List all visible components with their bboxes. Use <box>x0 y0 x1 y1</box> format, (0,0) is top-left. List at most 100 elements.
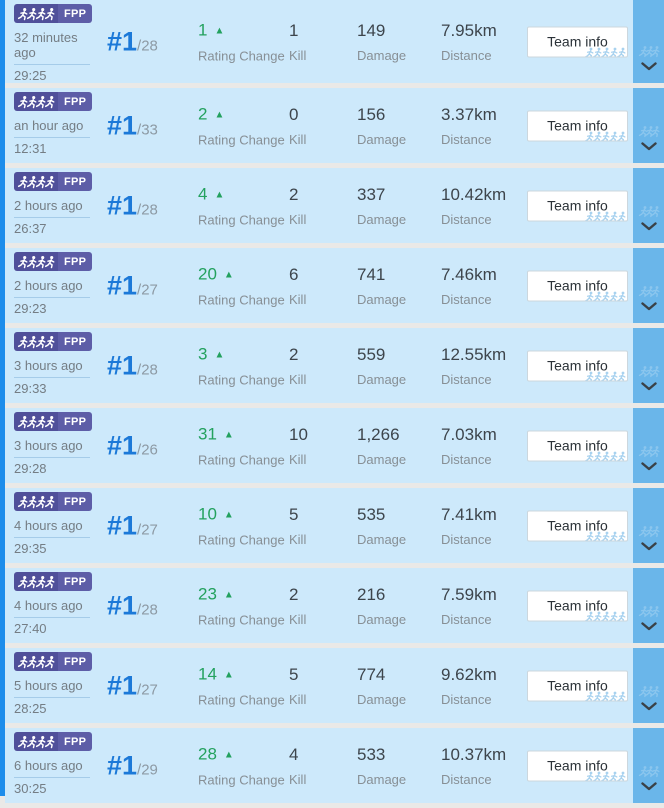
stat-damage: 741 Damage <box>357 265 406 307</box>
squad-runners-icon <box>14 572 58 591</box>
distance-label: Distance <box>441 211 492 227</box>
placement-rank: #1 <box>107 510 138 540</box>
expand-strip[interactable] <box>633 488 664 563</box>
expand-strip[interactable] <box>633 248 664 323</box>
match-meta: FPP 3 hours ago 29:33 <box>14 332 100 396</box>
placement: #1/26 <box>107 430 158 461</box>
mode-label: FPP <box>58 732 93 751</box>
strip-watermark-runners-icon <box>638 605 659 618</box>
placement-total: /27 <box>137 681 158 698</box>
kill-value: 5 <box>289 504 299 524</box>
strip-watermark-runners-icon <box>638 445 659 458</box>
stat-damage: 1,266 Damage <box>357 425 406 467</box>
squad-mode-badge: FPP <box>14 332 93 351</box>
meta-divider <box>14 136 90 138</box>
stat-distance: 7.41km Distance <box>441 505 497 547</box>
expand-strip[interactable] <box>633 0 664 83</box>
stat-damage: 149 Damage <box>357 21 406 63</box>
rating-change-value: 14 <box>198 664 217 683</box>
stat-rating-change: 14 ▲ Rating Change <box>198 664 285 707</box>
stat-distance: 10.37km Distance <box>441 745 506 787</box>
stat-damage: 533 Damage <box>357 745 406 787</box>
team-info-button[interactable]: Team info <box>527 350 628 381</box>
stat-rating-change: 10 ▲ Rating Change <box>198 504 285 547</box>
team-info-button[interactable]: Team info <box>527 270 628 301</box>
damage-value: 774 <box>357 664 386 684</box>
mode-label: FPP <box>58 92 93 111</box>
rating-change-label: Rating Change <box>198 452 285 467</box>
meta-divider <box>14 376 90 378</box>
stat-rating-change: 31 ▲ Rating Change <box>198 424 285 467</box>
expand-strip[interactable] <box>633 728 664 803</box>
chevron-down-icon <box>640 702 657 711</box>
mode-label: FPP <box>58 412 93 431</box>
damage-label: Damage <box>357 531 407 547</box>
stat-rating-change: 23 ▲ Rating Change <box>198 584 285 627</box>
placement-total: /28 <box>137 37 158 54</box>
up-triangle-icon: ▲ <box>223 429 234 440</box>
mode-label: FPP <box>58 332 93 351</box>
stat-kill: 2 Kill <box>289 345 306 387</box>
match-row: FPP 2 hours ago 29:23 #1/27 20 ▲ Rating C… <box>5 248 664 323</box>
rating-change-value: 1 <box>198 20 208 39</box>
team-info-button[interactable]: Team info <box>527 590 628 621</box>
time-ago: an hour ago <box>14 117 84 133</box>
expand-strip[interactable] <box>633 88 664 163</box>
expand-strip[interactable] <box>633 568 664 643</box>
expand-strip[interactable] <box>633 168 664 243</box>
rating-change-label: Rating Change <box>198 212 285 227</box>
squad-runners-icon <box>14 652 58 671</box>
strip-watermark-runners-icon <box>638 765 659 778</box>
team-info-button[interactable]: Team info <box>527 750 628 781</box>
stat-kill: 1 Kill <box>289 21 306 63</box>
time-ago: 4 hours ago <box>14 597 83 613</box>
squad-runners-icon <box>14 252 58 271</box>
placement-total: /27 <box>137 281 158 298</box>
squad-mode-badge: FPP <box>14 412 93 431</box>
match-duration: 27:40 <box>14 620 47 636</box>
expand-strip[interactable] <box>633 328 664 403</box>
team-info-button[interactable]: Team info <box>527 510 628 541</box>
team-info-label: Team info <box>547 197 608 213</box>
team-info-button[interactable]: Team info <box>527 190 628 221</box>
stat-rating-change: 3 ▲ Rating Change <box>198 344 285 387</box>
team-info-button[interactable]: Team info <box>527 26 628 57</box>
kill-label: Kill <box>289 371 307 387</box>
kill-value: 4 <box>289 744 299 764</box>
match-meta: FPP 4 hours ago 29:35 <box>14 492 100 556</box>
time-ago: 3 hours ago <box>14 437 83 453</box>
distance-label: Distance <box>441 47 492 63</box>
expand-strip[interactable] <box>633 648 664 723</box>
squad-mode-badge: FPP <box>14 652 93 671</box>
placement-rank: #1 <box>107 670 138 700</box>
team-info-button[interactable]: Team info <box>527 430 628 461</box>
kill-value: 0 <box>289 104 299 124</box>
rating-change-label: Rating Change <box>198 692 285 707</box>
stat-damage: 216 Damage <box>357 585 406 627</box>
kill-label: Kill <box>289 211 307 227</box>
rating-change-value: 20 <box>198 264 217 283</box>
kill-value: 6 <box>289 264 299 284</box>
placement-total: /33 <box>137 121 158 138</box>
expand-strip[interactable] <box>633 408 664 483</box>
placement-rank: #1 <box>107 110 138 140</box>
match-duration: 12:31 <box>14 140 47 156</box>
team-info-button[interactable]: Team info <box>527 110 628 141</box>
meta-divider <box>14 696 90 698</box>
squad-mode-badge: FPP <box>14 492 93 511</box>
match-list: FPP 32 minutes ago 29:25 #1/28 1 ▲ Rating… <box>5 0 664 808</box>
kill-label: Kill <box>289 611 307 627</box>
placement-rank: #1 <box>107 190 138 220</box>
placement-total: /26 <box>137 441 158 458</box>
damage-value: 216 <box>357 584 386 604</box>
placement-rank: #1 <box>107 270 138 300</box>
match-row: FPP 6 hours ago 30:25 #1/29 28 ▲ Rating C… <box>5 728 664 803</box>
squad-mode-badge: FPP <box>14 4 93 23</box>
mode-label: FPP <box>58 572 93 591</box>
kill-value: 5 <box>289 664 299 684</box>
up-triangle-icon: ▲ <box>214 189 225 200</box>
chevron-down-icon <box>640 222 657 231</box>
distance-value: 10.42km <box>441 184 507 204</box>
distance-value: 3.37km <box>441 104 497 124</box>
team-info-button[interactable]: Team info <box>527 670 628 701</box>
